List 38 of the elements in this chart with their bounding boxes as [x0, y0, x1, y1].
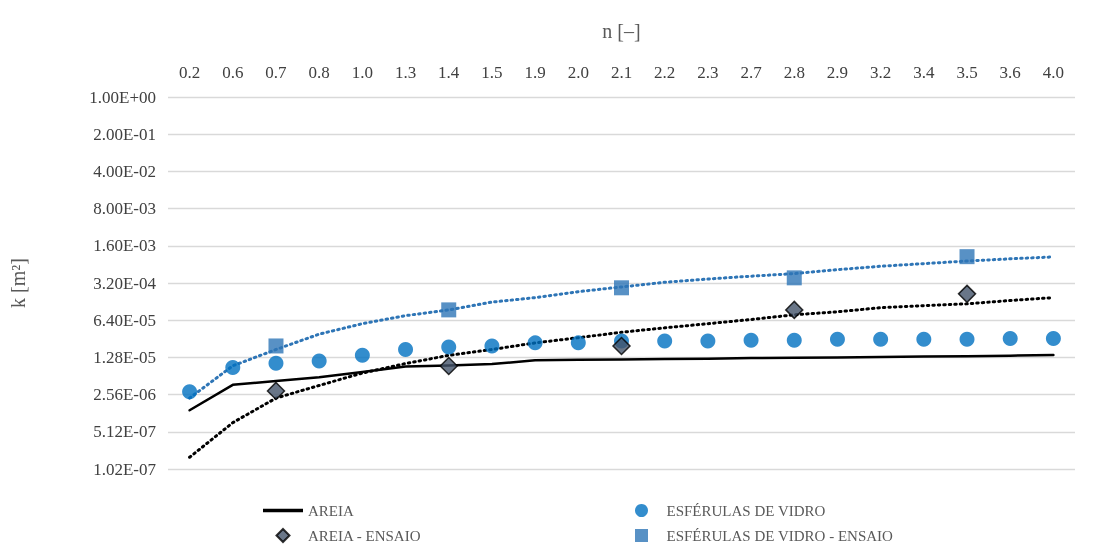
x-tick-label: 0.8 [308, 63, 330, 82]
x-tick-label: 3.2 [870, 63, 892, 82]
y-tick-label: 2.00E-01 [93, 124, 156, 144]
y-tick-label: 8.00E-03 [93, 199, 156, 219]
x-tick-label: 2.7 [740, 63, 763, 82]
y-tick-label: 5.12E-07 [93, 422, 157, 442]
x-tick-label: 2.9 [826, 63, 849, 82]
y-axis-title: k [m²] [7, 258, 29, 308]
x-tick-label: 4.0 [1042, 63, 1065, 82]
legend-label: ESFÉRULAS DE VIDRO - ENSAIO [666, 527, 894, 544]
y-tick-label: 2.56E-06 [93, 385, 156, 405]
x-tick-label: 0.6 [222, 63, 244, 82]
y-tick-label: 1.00E+00 [89, 87, 156, 107]
y-tick-label: 6.40E-05 [93, 310, 156, 330]
x-axis-title: n [–] [602, 20, 641, 42]
x-tick-label: 2.8 [783, 63, 805, 82]
legend-label: ESFÉRULAS DE VIDRO [666, 502, 826, 519]
y-tick-label: 3.20E-04 [93, 273, 157, 293]
x-tick-label: 2.0 [567, 63, 589, 82]
y-tick-label: 1.28E-05 [93, 347, 156, 367]
x-tick-label: 3.4 [913, 63, 935, 82]
legend-label: AREIA - ENSAIO [308, 527, 421, 544]
x-tick-label: 2.2 [654, 63, 676, 82]
x-tick-label: 3.6 [999, 63, 1021, 82]
y-tick-label: 1.02E-07 [93, 459, 157, 479]
x-tick-label: 1.5 [481, 63, 503, 82]
x-tick-label: 2.3 [697, 63, 719, 82]
legend-label: AREIA [308, 502, 354, 519]
y-tick-label: 4.00E-02 [93, 161, 156, 181]
x-tick-label: 1.4 [438, 63, 460, 82]
x-tick-label: 1.9 [524, 63, 546, 82]
y-tick-label: 1.60E-03 [93, 236, 156, 256]
x-tick-label: 0.2 [178, 63, 201, 82]
x-tick-label: 1.0 [351, 63, 373, 82]
x-tick-label: 0.7 [265, 63, 288, 82]
x-tick-label: 2.1 [610, 63, 633, 82]
x-tick-label: 3.5 [956, 63, 978, 82]
x-tick-label: 1.3 [394, 63, 417, 82]
